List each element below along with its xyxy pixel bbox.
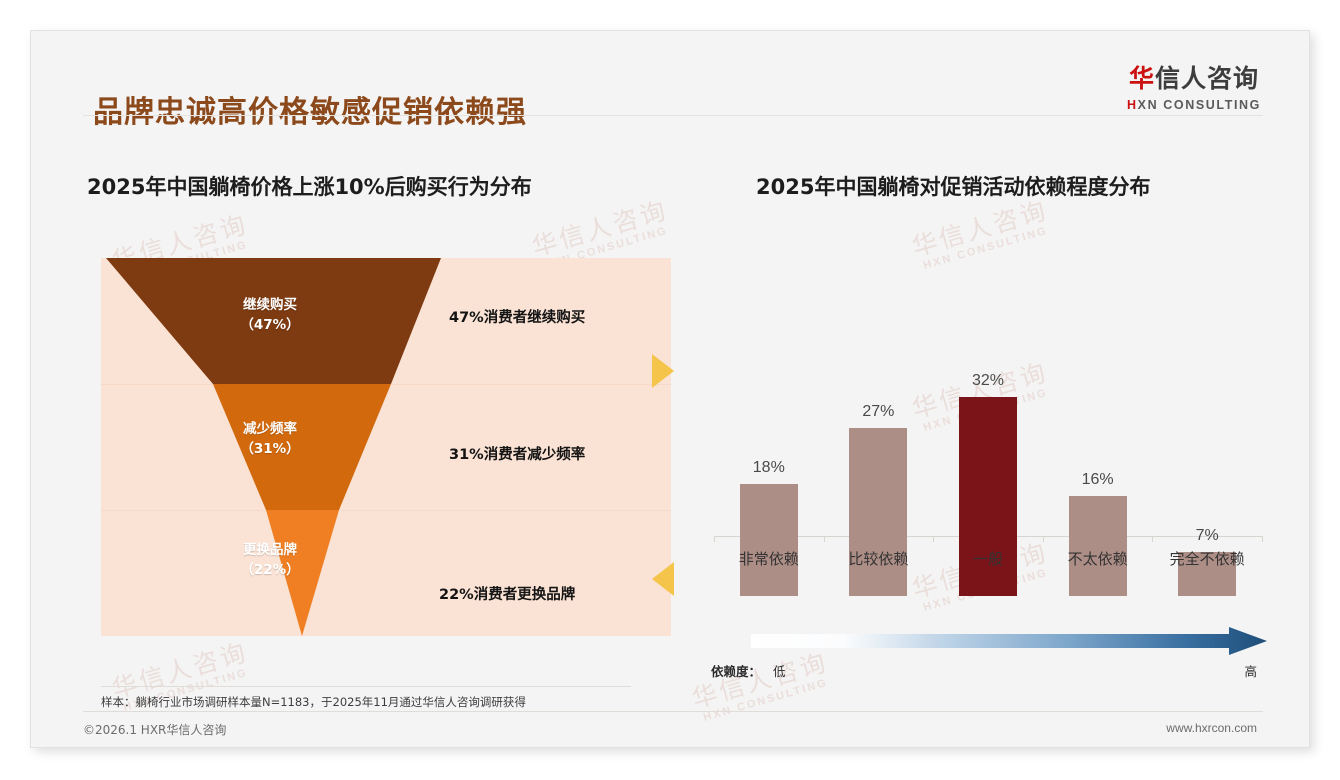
- funnel-segment-2[interactable]: [213, 384, 391, 510]
- slide-header: 品牌忠诚高价格敏感促销依赖强 华信人咨询 HXN CONSULTING: [31, 31, 1309, 130]
- x-axis-label-完全不依赖: 完全不依赖: [1169, 550, 1245, 568]
- x-axis-tick: [714, 536, 715, 542]
- bar-rect[interactable]: [1068, 496, 1127, 596]
- logo-cn-highlight: 华: [1128, 64, 1155, 93]
- funnel-band-divider: [101, 510, 671, 511]
- x-axis-tick: [823, 536, 825, 542]
- bar-非常依赖[interactable]: 18%: [739, 346, 798, 596]
- x-axis-label-比较依赖: 比较依赖: [848, 550, 909, 568]
- funnel-segment-2-label: 减少频率 （31%）: [185, 420, 355, 459]
- gradient-legend-high: 高: [1244, 664, 1257, 679]
- bar-value-label: 27%: [862, 403, 895, 420]
- bar-rect[interactable]: [1178, 552, 1237, 596]
- funnel-note-1: 47%消费者继续购买: [449, 310, 586, 326]
- watermark-en: HXN CONSULTING: [922, 224, 1050, 272]
- x-axis-label-一般: 一般: [972, 550, 1003, 568]
- slide-canvas: 华信人咨询 HXN CONSULTING 华信人咨询 HXN CONSULTIN…: [30, 30, 1310, 748]
- funnel-chart: 继续购买 （47%） 减少频率 （31%） 更换品牌 （22%） 47%消费者继…: [101, 258, 671, 636]
- bar-不太依赖[interactable]: 16%: [1068, 346, 1127, 596]
- funnel-segment-1-label: 继续购买 （47%）: [185, 296, 355, 335]
- play-triangle-right-icon: [652, 354, 674, 388]
- logo-en-rest: XN CONSULTING: [1137, 98, 1261, 112]
- funnel-note-2: 31%消费者减少频率: [449, 447, 586, 463]
- x-axis-tick: [1152, 536, 1154, 542]
- gradient-legend-label: 依赖度：: [711, 664, 762, 679]
- funnel-segment-1-value: （47%）: [240, 316, 300, 333]
- left-chart-heading: 2025年中国躺椅价格上涨10%后购买行为分布: [87, 175, 532, 199]
- copyright-text: ©2026.1 HXR华信人咨询: [83, 723, 227, 737]
- bar-rect[interactable]: [849, 428, 908, 596]
- x-axis-label-非常依赖: 非常依赖: [738, 550, 799, 568]
- x-axis-label-不太依赖: 不太依赖: [1067, 550, 1128, 568]
- website-url[interactable]: www.hxrcon.com: [1166, 721, 1257, 735]
- bar-value-label: 7%: [1195, 527, 1219, 544]
- logo-cn-rest: 信人咨询: [1155, 64, 1260, 93]
- x-axis-tick: [1042, 536, 1044, 542]
- footer-divider: [83, 711, 1263, 712]
- page-title: 品牌忠诚高价格敏感促销依赖强: [93, 95, 527, 130]
- funnel-band-2: [101, 384, 671, 510]
- funnel-segment-2-name: 减少频率: [243, 421, 297, 437]
- bar-value-label: 18%: [752, 459, 785, 476]
- gradient-arrow-icon: [751, 627, 1267, 655]
- watermark: 华信人咨询 HXN CONSULTING: [907, 191, 1054, 274]
- logo-en-highlight: H: [1127, 98, 1138, 112]
- funnel-band-3: [101, 510, 671, 636]
- dependency-gradient-legend: 依赖度： 低 高: [711, 627, 1271, 687]
- bar-rect[interactable]: [959, 397, 1017, 596]
- source-footnote: 样本：躺椅行业市场调研样本量N=1183，于2025年11月通过华信人咨询调研获…: [101, 686, 631, 710]
- bar-rect[interactable]: [739, 484, 798, 596]
- x-axis-tick: [933, 536, 935, 542]
- funnel-segment-3-name: 更换品牌: [243, 542, 297, 558]
- funnel-segment-1-name: 继续购买: [243, 297, 297, 313]
- bar-value-label: 32%: [971, 372, 1005, 389]
- funnel-segment-2-value: （31%）: [240, 440, 300, 457]
- brand-logo: 华信人咨询 HXN CONSULTING: [1127, 59, 1261, 112]
- title-divider: [83, 115, 1263, 116]
- gradient-legend-low: 低: [773, 664, 786, 679]
- bar-比较依赖[interactable]: 27%: [849, 346, 908, 596]
- funnel-segment-3-value: （22%）: [240, 561, 300, 578]
- bar-一般[interactable]: 32%: [959, 346, 1017, 596]
- dependency-bar-chart: 18% 非常依赖 27% 比较依赖 32% 一般 16% 不太依赖 7% 完全不依赖: [686, 286, 1276, 596]
- logo-english: HXN CONSULTING: [1127, 98, 1261, 112]
- play-triangle-left-icon: [652, 562, 674, 596]
- logo-chinese: 华信人咨询: [1127, 59, 1261, 95]
- watermark-cn: 华信人咨询: [908, 195, 1052, 262]
- funnel-note-3: 22%消费者更换品牌: [439, 587, 576, 603]
- x-axis-tick: [1262, 536, 1263, 542]
- bar-完全不依赖[interactable]: 7%: [1178, 346, 1237, 596]
- funnel-segment-3[interactable]: [266, 510, 339, 636]
- bar-value-label: 16%: [1081, 471, 1114, 488]
- funnel-shape: [106, 258, 441, 636]
- funnel-segment-1[interactable]: [106, 258, 441, 384]
- funnel-segment-3-label: 更换品牌 （22%）: [185, 541, 355, 580]
- watermark-cn: 华信人咨询: [528, 195, 672, 262]
- right-chart-heading: 2025年中国躺椅对促销活动依赖程度分布: [756, 175, 1151, 199]
